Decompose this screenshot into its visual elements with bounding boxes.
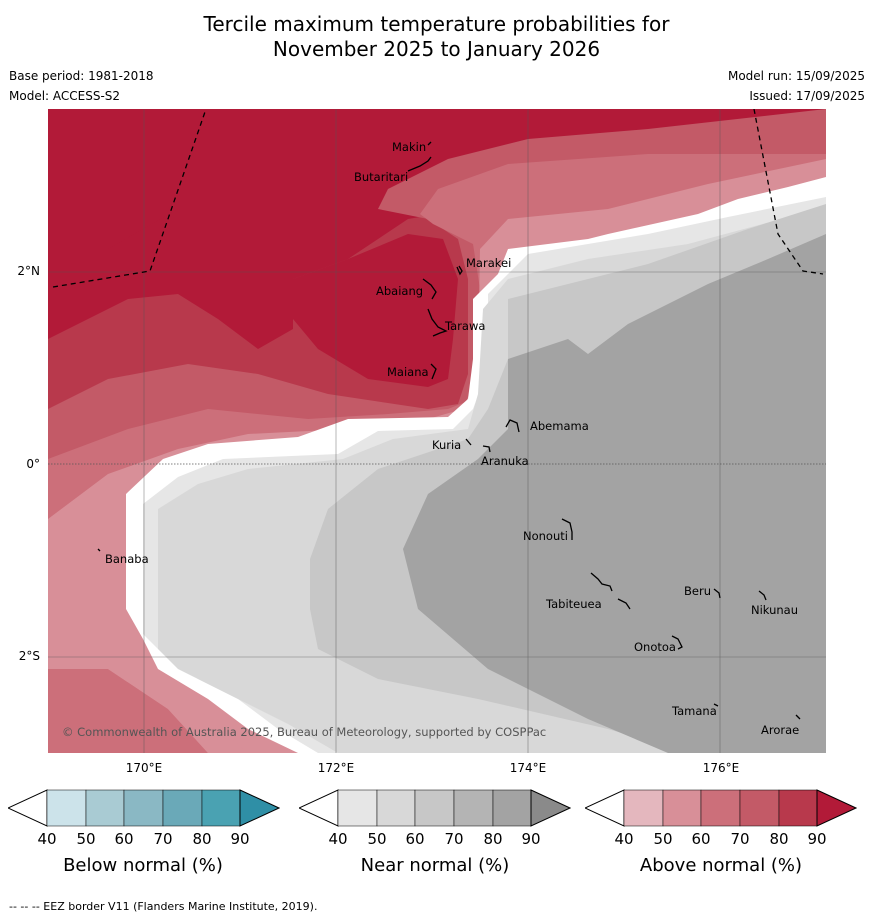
islands bbox=[97, 141, 801, 720]
eez-footer-note: -- -- -- EEZ border V11 (Flanders Marine… bbox=[9, 900, 318, 913]
colorbar-near-graphic bbox=[297, 789, 572, 827]
place-label-arorae: Arorae bbox=[761, 723, 799, 737]
tick-label: 50 bbox=[653, 830, 673, 848]
base-period: Base period: 1981-2018 bbox=[9, 69, 154, 83]
tick-label: 80 bbox=[192, 830, 212, 848]
model-run: Model run: 15/09/2025 bbox=[727, 69, 865, 83]
meta-right: Model run: 15/09/2025 Issued: 17/09/2025 bbox=[728, 68, 865, 104]
grid-lines bbox=[48, 109, 826, 753]
issued-date: Issued: 17/09/2025 bbox=[749, 89, 865, 103]
copyright-notice: © Commonwealth of Australia 2025, Bureau… bbox=[62, 725, 546, 739]
place-label-nonouti: Nonouti bbox=[523, 529, 568, 543]
eez-border bbox=[52, 109, 824, 288]
tick-label: 70 bbox=[153, 830, 173, 848]
place-label-tabiteuea: Tabiteuea bbox=[545, 597, 602, 611]
place-label-abaiang: Abaiang bbox=[376, 284, 423, 298]
tick-label: 70 bbox=[730, 830, 750, 848]
place-label-onotoa: Onotoa bbox=[634, 640, 676, 654]
tick-label: 70 bbox=[444, 830, 464, 848]
tick-label: 50 bbox=[76, 830, 96, 848]
place-label-beru: Beru bbox=[684, 584, 711, 598]
title-line-1: Tercile maximum temperature probabilitie… bbox=[203, 12, 670, 36]
meta-left: Base period: 1981-2018 Model: ACCESS-S2 bbox=[9, 68, 154, 104]
lon-label-176e: 176°E bbox=[702, 761, 740, 775]
title-line-2: November 2025 to January 2026 bbox=[272, 37, 601, 61]
tick-label: 60 bbox=[691, 830, 711, 848]
probability-map[interactable]: Makin Butaritari Marakei Abaiang Tarawa … bbox=[48, 109, 826, 753]
tick-label: 90 bbox=[521, 830, 541, 848]
zone-above-60-bottom bbox=[48, 669, 208, 753]
place-labels: Makin Butaritari Marakei Abaiang Tarawa … bbox=[105, 140, 799, 737]
map-canvas: Makin Butaritari Marakei Abaiang Tarawa … bbox=[48, 109, 826, 753]
place-label-tamana: Tamana bbox=[671, 704, 717, 718]
colorbar-near-label: Near normal (%) bbox=[360, 855, 510, 876]
tick-label: 60 bbox=[405, 830, 425, 848]
colorbar-above-label: Above normal (%) bbox=[639, 855, 803, 876]
tick-label: 90 bbox=[807, 830, 827, 848]
lon-label-172e: 172°E bbox=[317, 761, 355, 775]
tick-label: 80 bbox=[483, 830, 503, 848]
lon-label-174e: 174°E bbox=[509, 761, 547, 775]
place-label-abemama: Abemama bbox=[530, 419, 589, 433]
place-label-marakei: Marakei bbox=[466, 256, 511, 270]
place-label-nikunau: Nikunau bbox=[751, 603, 798, 617]
lat-label-2s: 2°S bbox=[18, 649, 40, 663]
tick-label: 40 bbox=[37, 830, 57, 848]
place-label-kuria: Kuria bbox=[432, 438, 461, 452]
place-label-aranuka: Aranuka bbox=[481, 454, 529, 468]
zone-above-50-bottom bbox=[48, 489, 248, 753]
place-label-tarawa: Tarawa bbox=[444, 319, 485, 333]
tick-label: 40 bbox=[328, 830, 348, 848]
place-label-banaba: Banaba bbox=[105, 552, 149, 566]
colorbar-below-graphic bbox=[6, 789, 281, 827]
model-name: Model: ACCESS-S2 bbox=[9, 89, 121, 103]
colorbar-near-normal bbox=[297, 789, 572, 833]
lat-label-0: 0° bbox=[26, 457, 40, 471]
colorbar-above-graphic bbox=[583, 789, 858, 827]
place-label-makin: Makin bbox=[392, 140, 426, 154]
tick-label: 60 bbox=[114, 830, 134, 848]
map-title: Tercile maximum temperature probabilitie… bbox=[0, 12, 873, 62]
lat-label-2n: 2°N bbox=[17, 264, 40, 278]
colorbar-below-normal bbox=[6, 789, 281, 833]
tick-label: 40 bbox=[614, 830, 634, 848]
place-label-maiana: Maiana bbox=[387, 365, 429, 379]
lon-label-170e: 170°E bbox=[125, 761, 163, 775]
colorbar-above-normal bbox=[583, 789, 858, 833]
place-label-butaritari: Butaritari bbox=[354, 170, 408, 184]
colorbar-below-label: Below normal (%) bbox=[63, 855, 223, 876]
tick-label: 80 bbox=[769, 830, 789, 848]
tick-label: 90 bbox=[230, 830, 250, 848]
tick-label: 50 bbox=[367, 830, 387, 848]
